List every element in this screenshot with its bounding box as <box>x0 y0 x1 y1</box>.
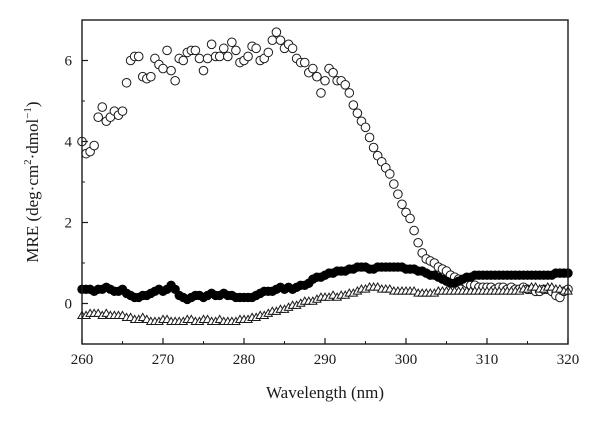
data-point <box>93 112 103 122</box>
x-tick-label: 280 <box>233 352 256 368</box>
data-point <box>352 108 363 118</box>
y-tick-label: 0 <box>65 297 73 313</box>
y-axis-title-sup1: 2 <box>22 159 34 165</box>
data-point <box>320 75 330 86</box>
data-point <box>166 65 176 76</box>
data-point <box>267 35 278 46</box>
data-point <box>162 45 172 56</box>
data-point <box>89 140 99 151</box>
data-point <box>133 51 144 62</box>
data-point <box>275 35 286 46</box>
data-point <box>198 65 209 76</box>
data-point <box>413 237 423 248</box>
data-point <box>206 39 217 50</box>
y-axis-title-prefix: MRE (deg·cm <box>23 165 42 263</box>
x-tick-label: 320 <box>557 352 580 368</box>
data-point <box>158 63 168 74</box>
data-point <box>218 43 229 54</box>
x-tick-label: 290 <box>314 352 337 368</box>
data-point <box>287 43 298 54</box>
series-filled-circle <box>77 262 573 305</box>
data-point <box>202 53 213 64</box>
data-point <box>308 63 318 74</box>
axis-ticks: 260 270 280 290 300 310 320 0 2 4 6 <box>65 19 580 368</box>
y-axis-title-sup2: −1 <box>22 107 34 119</box>
data-point <box>368 142 379 153</box>
data-point <box>312 71 322 82</box>
data-point <box>214 51 225 62</box>
y-axis-title-middle: ·dmol <box>23 118 42 159</box>
x-tick-label: 270 <box>152 352 175 368</box>
x-axis-title: Wavelength (nm) <box>266 383 384 402</box>
data-point <box>405 213 415 224</box>
x-tick-label: 260 <box>71 352 94 368</box>
data-point <box>117 106 128 116</box>
data-point <box>348 100 359 110</box>
data-point <box>223 51 233 62</box>
data-point <box>251 43 261 54</box>
x-tick-label: 300 <box>395 352 418 368</box>
data-point <box>316 88 326 98</box>
data-point <box>385 169 395 179</box>
data-point <box>243 51 253 62</box>
y-tick-label: 2 <box>65 216 73 232</box>
data-point <box>299 57 310 68</box>
data-point <box>397 199 407 210</box>
data-point <box>340 80 351 90</box>
data-point <box>146 71 156 82</box>
data-point <box>231 45 241 56</box>
data-point <box>97 102 108 112</box>
series-open-circle <box>77 27 573 303</box>
data-point <box>263 47 274 58</box>
data-point <box>328 67 338 78</box>
data-point <box>364 132 375 143</box>
data-point <box>121 77 132 88</box>
x-tick-label: 310 <box>476 352 499 368</box>
data-point <box>178 55 189 66</box>
data-point <box>389 179 399 189</box>
data-point <box>393 189 403 199</box>
data-point <box>170 75 180 86</box>
data-point <box>271 27 282 37</box>
data-point <box>194 53 205 64</box>
y-axis-title: MRE (deg·cm2·dmol−1) <box>22 101 42 262</box>
data-point <box>227 37 237 48</box>
data-point <box>190 45 201 56</box>
series-open-triangle <box>77 281 573 326</box>
y-tick-label: 6 <box>65 54 73 70</box>
data-point <box>344 88 355 98</box>
data-point <box>409 225 419 236</box>
plot-marks <box>77 27 573 326</box>
y-axis-title-suffix: ) <box>23 101 42 107</box>
y-tick-label: 4 <box>65 135 73 151</box>
data-point <box>360 122 371 133</box>
